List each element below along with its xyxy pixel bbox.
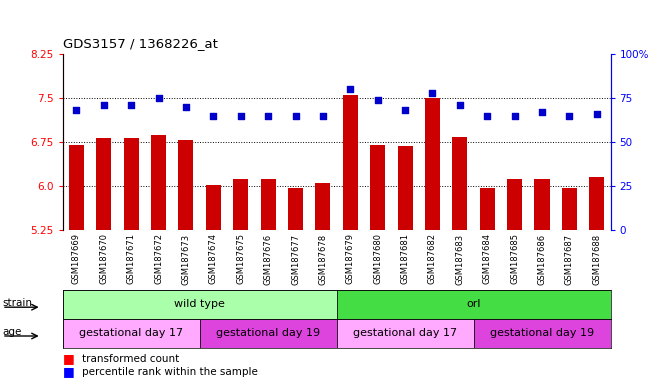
Point: [591, 111, 602, 117]
Point: [153, 95, 164, 101]
Text: GSM187688: GSM187688: [592, 233, 601, 285]
Bar: [178, 140, 193, 230]
Text: gestational day 17: gestational day 17: [79, 328, 183, 338]
Text: GSM187683: GSM187683: [455, 233, 465, 285]
Text: wild type: wild type: [174, 299, 225, 310]
Text: percentile rank within the sample: percentile rank within the sample: [82, 367, 258, 377]
Bar: [288, 188, 303, 230]
Point: [482, 113, 492, 119]
Bar: [425, 98, 440, 230]
Text: GSM187686: GSM187686: [537, 233, 546, 285]
Bar: [206, 185, 221, 230]
Text: gestational day 19: gestational day 19: [490, 328, 594, 338]
Point: [98, 102, 109, 108]
Bar: [261, 179, 276, 230]
Point: [181, 104, 191, 110]
Text: GSM187682: GSM187682: [428, 233, 437, 285]
Bar: [233, 179, 248, 230]
Text: GSM187670: GSM187670: [99, 233, 108, 285]
Text: GDS3157 / 1368226_at: GDS3157 / 1368226_at: [63, 37, 218, 50]
Bar: [562, 188, 577, 230]
Bar: [507, 179, 522, 230]
Bar: [96, 138, 112, 230]
Bar: [69, 145, 84, 230]
Text: GSM187678: GSM187678: [318, 233, 327, 285]
Point: [372, 97, 383, 103]
Text: gestational day 17: gestational day 17: [353, 328, 457, 338]
Text: GSM187674: GSM187674: [209, 233, 218, 285]
Point: [510, 113, 520, 119]
Point: [263, 113, 273, 119]
Text: GSM187680: GSM187680: [373, 233, 382, 285]
Text: orl: orl: [467, 299, 480, 310]
Bar: [337, 319, 473, 348]
Bar: [452, 137, 467, 230]
Bar: [315, 183, 331, 230]
Bar: [123, 138, 139, 230]
Point: [400, 107, 411, 113]
Point: [345, 86, 356, 92]
Text: GSM187685: GSM187685: [510, 233, 519, 285]
Text: gestational day 19: gestational day 19: [216, 328, 320, 338]
Point: [455, 102, 465, 108]
Bar: [63, 290, 337, 319]
Bar: [63, 319, 199, 348]
Text: ■: ■: [63, 366, 75, 379]
Point: [317, 113, 328, 119]
Text: GSM187676: GSM187676: [263, 233, 273, 285]
Text: ■: ■: [63, 353, 75, 366]
Point: [208, 113, 218, 119]
Point: [564, 113, 575, 119]
Point: [71, 107, 82, 113]
Text: GSM187679: GSM187679: [346, 233, 355, 285]
Point: [126, 102, 137, 108]
Text: age: age: [2, 327, 21, 337]
Point: [236, 113, 246, 119]
Bar: [337, 290, 610, 319]
Text: GSM187687: GSM187687: [565, 233, 574, 285]
Text: GSM187671: GSM187671: [127, 233, 136, 285]
Text: GSM187669: GSM187669: [72, 233, 81, 285]
Text: GSM187681: GSM187681: [401, 233, 410, 285]
Bar: [397, 146, 412, 230]
Bar: [199, 319, 337, 348]
Bar: [370, 145, 385, 230]
Point: [427, 89, 438, 96]
Bar: [474, 319, 610, 348]
Bar: [480, 188, 495, 230]
Bar: [343, 95, 358, 230]
Text: GSM187673: GSM187673: [182, 233, 191, 285]
Bar: [151, 135, 166, 230]
Text: GSM187675: GSM187675: [236, 233, 246, 285]
Text: GSM187677: GSM187677: [291, 233, 300, 285]
Text: strain: strain: [2, 298, 32, 308]
Text: transformed count: transformed count: [82, 354, 180, 364]
Point: [537, 109, 547, 115]
Bar: [589, 177, 605, 230]
Bar: [535, 179, 550, 230]
Point: [290, 113, 301, 119]
Text: GSM187672: GSM187672: [154, 233, 163, 285]
Text: GSM187684: GSM187684: [482, 233, 492, 285]
